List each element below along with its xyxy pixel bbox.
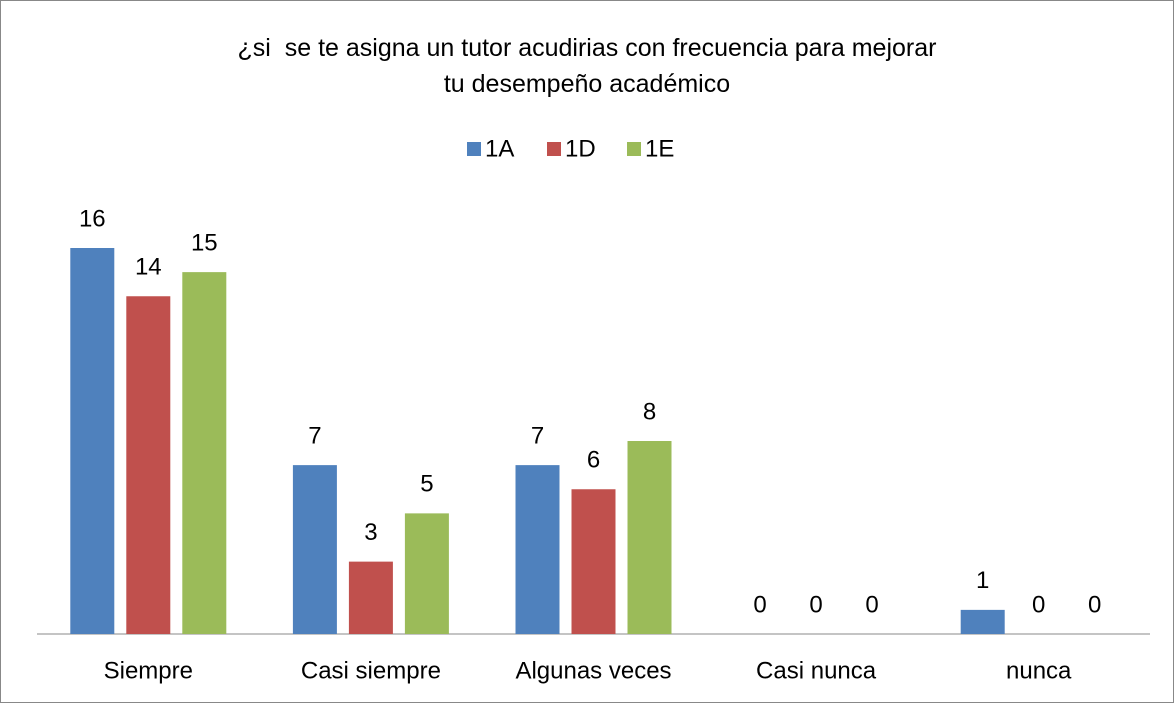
data-label: 3 — [364, 519, 377, 546]
data-label: 6 — [587, 447, 600, 474]
bar — [70, 248, 115, 634]
x-tick-label: Casi siempre — [301, 657, 441, 684]
legend-label: 1A — [485, 135, 514, 162]
data-label: 0 — [1088, 591, 1101, 618]
data-label: 1 — [976, 567, 989, 594]
data-label: 7 — [531, 422, 544, 449]
data-label: 0 — [809, 591, 822, 618]
bar — [348, 561, 393, 634]
x-tick-label: Algunas veces — [515, 657, 671, 684]
bar — [404, 513, 449, 634]
x-tick-label: nunca — [1006, 657, 1072, 684]
legend-swatch — [467, 142, 481, 156]
legend-swatch — [627, 142, 641, 156]
bar — [292, 465, 337, 634]
data-label: 7 — [308, 422, 321, 449]
data-label: 16 — [79, 205, 106, 232]
x-tick-label: Siempre — [104, 657, 193, 684]
legend-label: 1D — [565, 135, 596, 162]
data-label: 5 — [420, 471, 433, 498]
bar — [627, 441, 672, 634]
data-label: 8 — [643, 398, 656, 425]
data-label: 14 — [135, 254, 162, 281]
data-label: 15 — [191, 229, 218, 256]
legend-label: 1E — [645, 135, 674, 162]
legend-swatch — [547, 142, 561, 156]
bar — [960, 609, 1005, 634]
data-label: 0 — [753, 591, 766, 618]
bar — [126, 296, 171, 634]
data-label: 0 — [865, 591, 878, 618]
x-tick-label: Casi nunca — [756, 657, 877, 684]
bar — [515, 465, 560, 634]
bar — [182, 272, 227, 634]
data-label: 0 — [1032, 591, 1045, 618]
bar — [571, 489, 616, 634]
chart-title: ¿si se te asigna un tutor acudirias con … — [237, 34, 937, 98]
